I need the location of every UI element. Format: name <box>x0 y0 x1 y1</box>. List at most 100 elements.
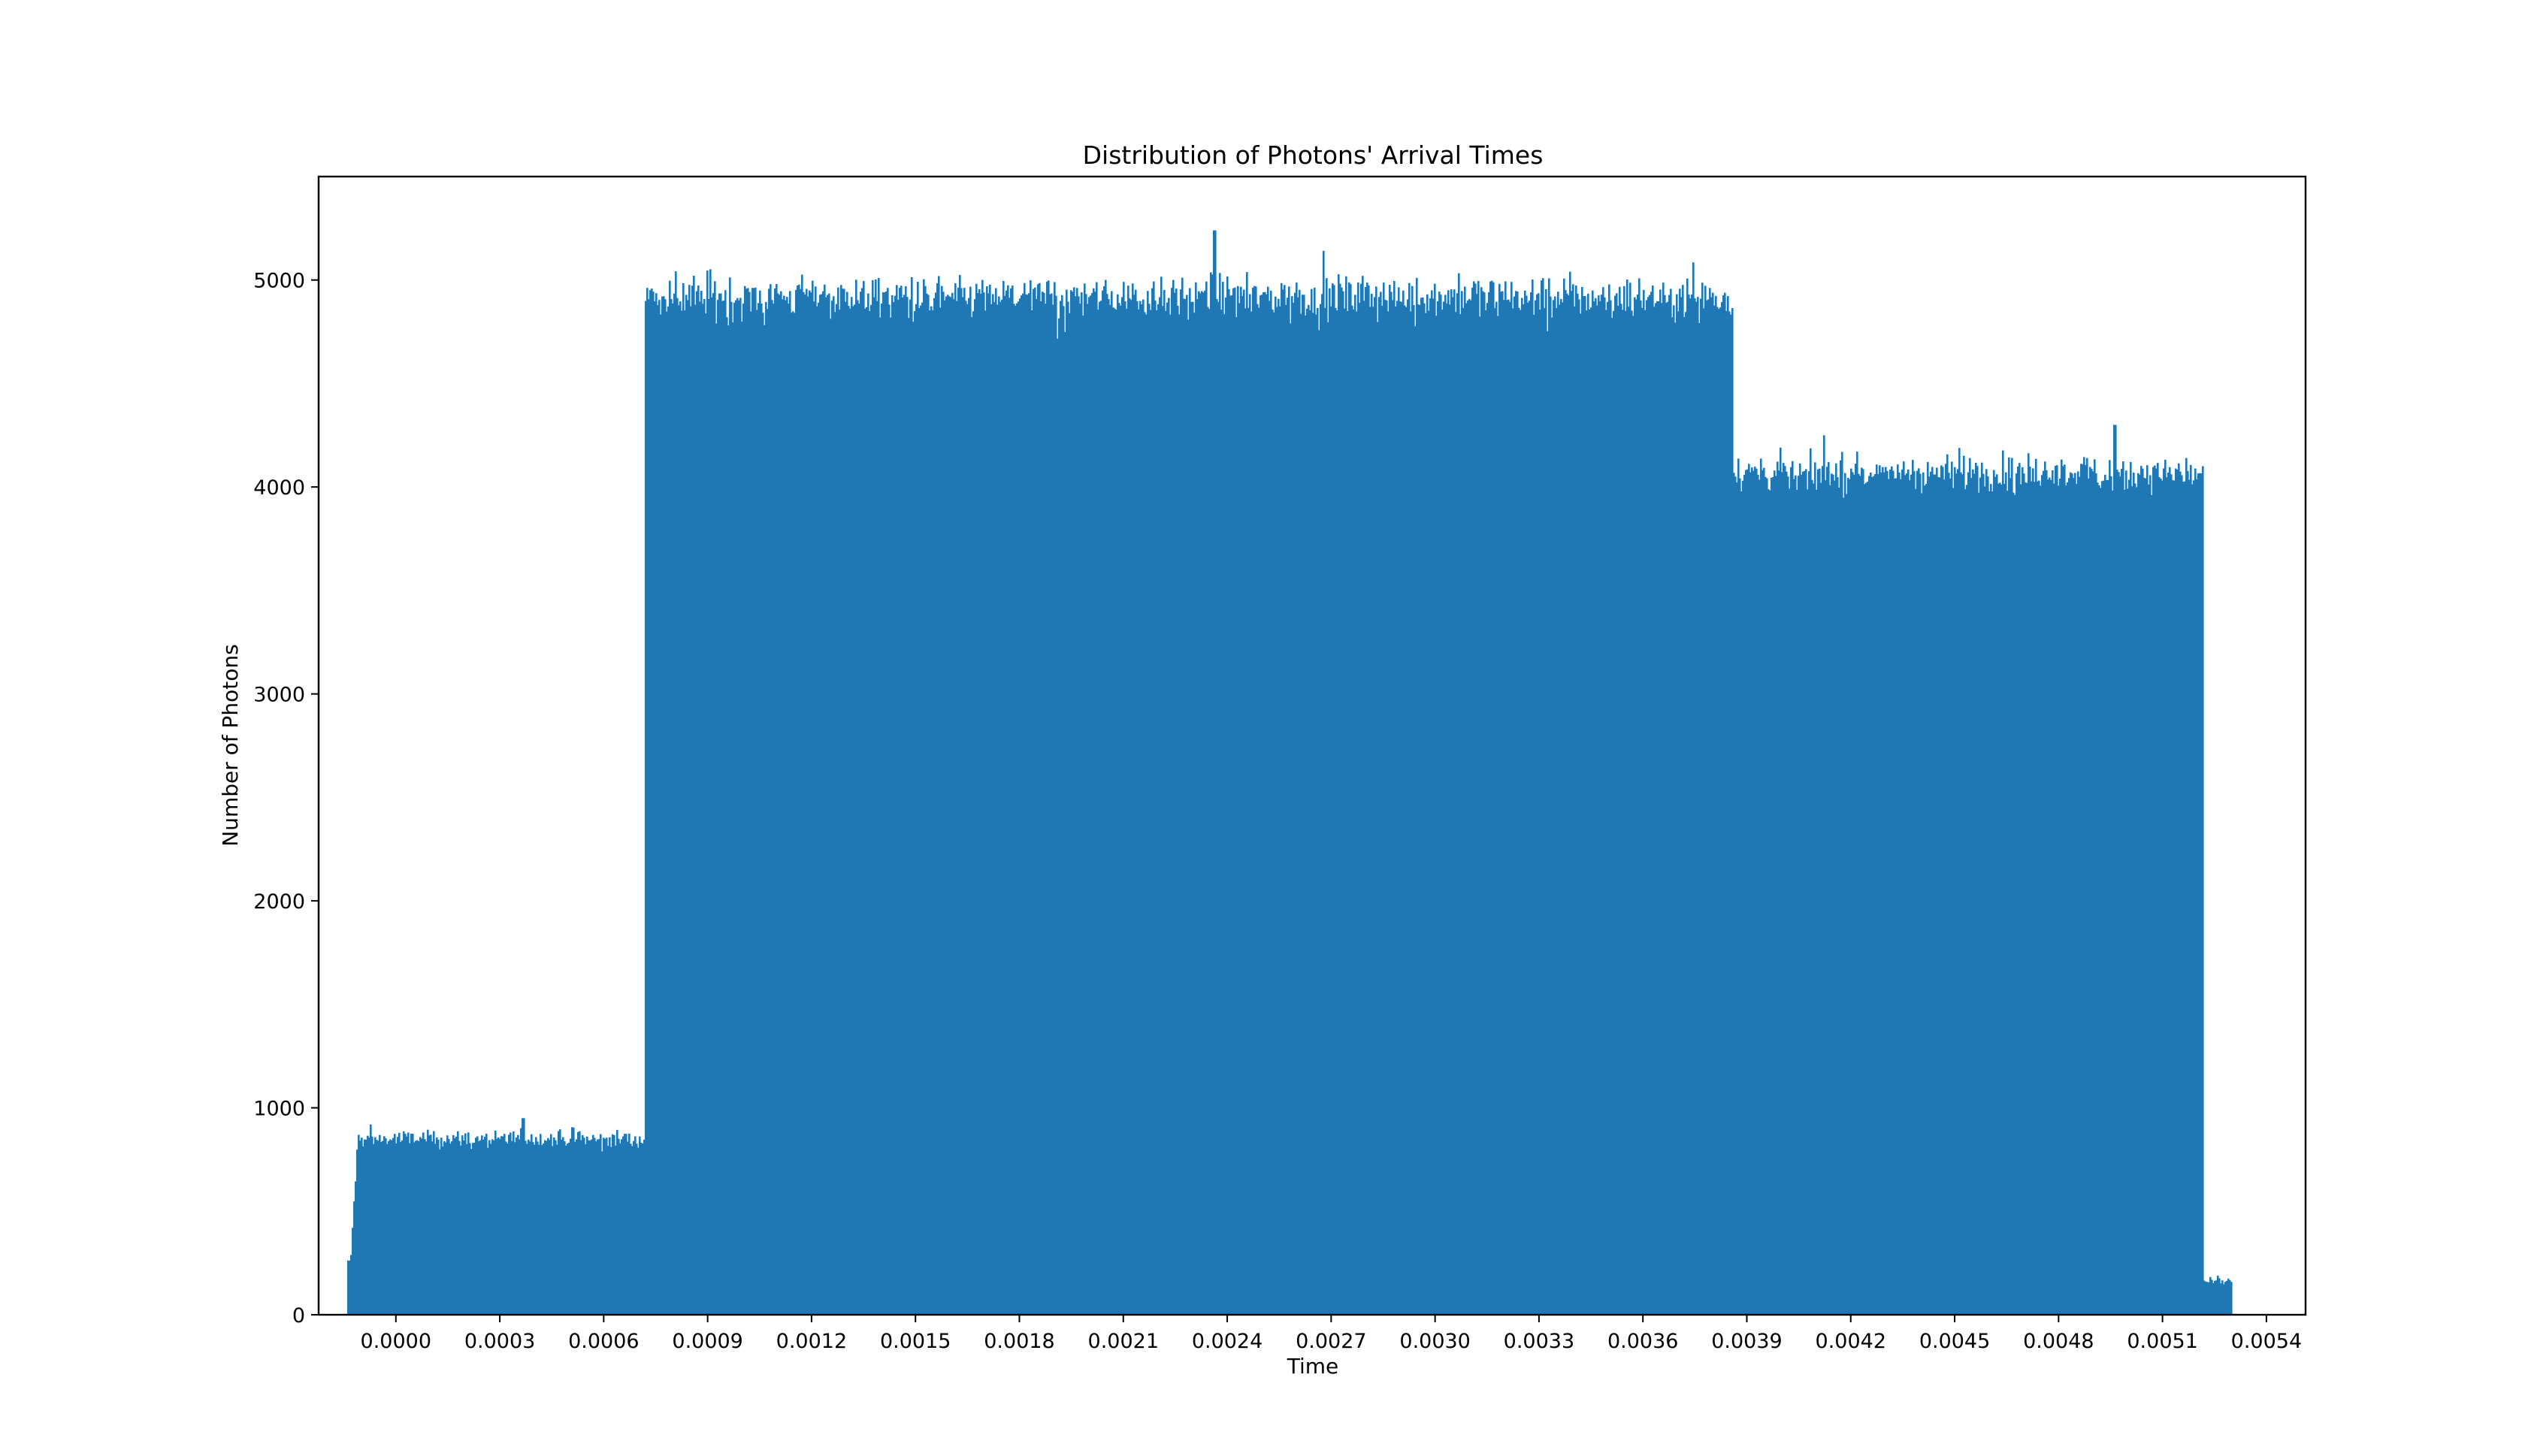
histogram-bar <box>1002 281 1005 1316</box>
histogram-bar <box>1993 470 1995 1316</box>
histogram-bar <box>1396 301 1399 1316</box>
histogram-bar <box>2209 1276 2212 1315</box>
histogram-bar <box>409 1143 411 1315</box>
histogram-bar <box>1620 304 1622 1315</box>
histogram-bar <box>1085 294 1087 1316</box>
histogram-bar <box>1577 293 1579 1315</box>
histogram-bar <box>927 295 930 1315</box>
histogram-bar <box>773 304 775 1316</box>
histogram-bar <box>1581 286 1583 1316</box>
histogram-bar <box>1736 482 1738 1316</box>
histogram-bar <box>2062 466 2064 1316</box>
histogram-bar <box>586 1136 588 1315</box>
histogram-bar <box>1716 307 1719 1316</box>
histogram-bar <box>364 1139 366 1315</box>
histogram-bar <box>2149 475 2152 1315</box>
histogram-bar <box>1467 301 1469 1316</box>
histogram-bar <box>1371 294 1373 1315</box>
histogram-bar <box>457 1131 459 1315</box>
histogram-bar <box>1515 291 1517 1316</box>
histogram-bar <box>499 1139 501 1315</box>
histogram-bar <box>2203 1280 2206 1315</box>
histogram-bar <box>1485 310 1487 1315</box>
histogram-bar <box>839 310 841 1315</box>
histogram-bar <box>1389 285 1391 1315</box>
histogram-bar <box>2134 483 2136 1315</box>
histogram-bar <box>1022 293 1024 1316</box>
histogram-bar <box>546 1140 548 1315</box>
histogram-bar <box>513 1131 515 1315</box>
histogram-bar <box>2046 470 2048 1315</box>
histogram-bar <box>1662 282 1665 1315</box>
histogram-bar <box>2127 488 2129 1315</box>
histogram-bar <box>2202 466 2204 1315</box>
histogram-bar <box>911 276 913 1316</box>
histogram-bar <box>1871 476 1873 1315</box>
histogram-bar <box>1253 285 1256 1316</box>
histogram-bar <box>1752 470 1755 1316</box>
histogram-bar <box>525 1140 527 1315</box>
histogram-bar <box>436 1137 438 1315</box>
histogram-bar <box>748 292 751 1315</box>
histogram-bar <box>1043 292 1045 1315</box>
histogram-bar <box>2143 477 2145 1315</box>
histogram-bar <box>1864 484 1866 1315</box>
histogram-bar <box>1096 282 1098 1316</box>
histogram-bar <box>2164 459 2167 1315</box>
histogram-bar <box>935 292 937 1316</box>
histogram-bar <box>733 302 736 1315</box>
histogram-bar <box>1521 298 1523 1315</box>
histogram-bar <box>1386 300 1388 1315</box>
histogram-bar <box>416 1140 419 1315</box>
histogram-bar <box>1730 314 1732 1315</box>
histogram-bar <box>633 1140 635 1315</box>
histogram-bar <box>1892 470 1895 1315</box>
histogram-bar <box>959 274 961 1316</box>
histogram-bar <box>573 1127 575 1315</box>
histogram-bar <box>627 1141 629 1315</box>
histogram-bar <box>1326 278 1328 1316</box>
histogram-bar <box>1287 298 1289 1315</box>
histogram-bar <box>1067 301 1069 1316</box>
histogram-bar <box>795 289 797 1315</box>
histogram-bar <box>1897 464 1899 1316</box>
histogram-bar <box>479 1140 482 1315</box>
histogram-bar <box>473 1143 476 1315</box>
histogram-bar <box>1474 283 1477 1316</box>
histogram-bar <box>1401 301 1403 1315</box>
histogram-bar <box>1575 285 1577 1315</box>
histogram-bar <box>1159 297 1161 1316</box>
histogram-bar <box>464 1133 467 1315</box>
histogram-bar <box>1447 290 1450 1316</box>
histogram-bar <box>1005 290 1008 1316</box>
histogram-bar <box>1829 485 1831 1315</box>
histogram-bar <box>1751 467 1753 1315</box>
histogram-bar <box>2230 1282 2233 1315</box>
histogram-bar <box>2050 479 2052 1316</box>
histogram-bar <box>1013 304 1015 1315</box>
histogram-bar <box>1213 230 1215 1316</box>
histogram-bar <box>1635 299 1637 1315</box>
histogram-bar <box>1931 467 1934 1315</box>
histogram-bar <box>682 283 685 1315</box>
histogram-bar <box>717 300 719 1315</box>
histogram-bar <box>914 311 916 1315</box>
histogram-bar <box>715 323 718 1315</box>
histogram-bar <box>1807 489 1809 1315</box>
histogram-bar <box>1293 302 1295 1315</box>
histogram-bar <box>395 1143 398 1315</box>
histogram-bar <box>2055 466 2057 1315</box>
histogram-bar <box>370 1124 372 1315</box>
x-tick-label: 0.0015 <box>880 1330 951 1353</box>
histogram-bar <box>1832 474 1834 1315</box>
histogram-bar <box>1895 478 1898 1315</box>
histogram-bar <box>1117 294 1119 1316</box>
histogram-bar <box>1987 476 1989 1315</box>
histogram-bar <box>1554 296 1556 1315</box>
histogram-bar <box>1459 314 1462 1316</box>
histogram-bar <box>1449 304 1451 1315</box>
histogram-bar <box>978 289 981 1315</box>
histogram-bar <box>818 302 820 1315</box>
histogram-bar <box>1132 283 1134 1315</box>
histogram-bar <box>2104 474 2106 1315</box>
